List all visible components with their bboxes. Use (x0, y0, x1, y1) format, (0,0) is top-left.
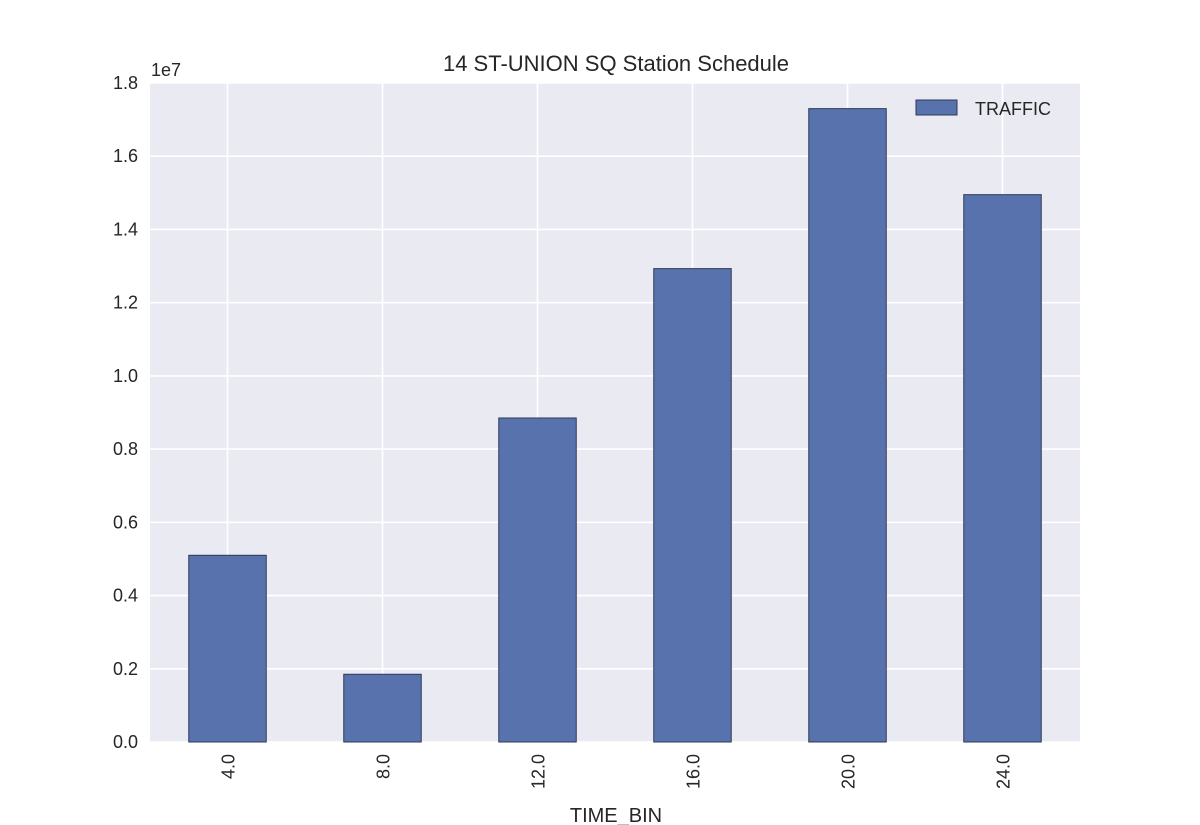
plot-area (150, 83, 1080, 742)
legend: TRAFFIC (915, 99, 1051, 119)
y-tick-label: 0.2 (113, 659, 138, 679)
bar-12.0 (498, 417, 577, 743)
x-axis-label: TIME_BIN (570, 805, 662, 825)
x-tick-label: 20.0 (839, 754, 859, 789)
bar-20.0 (808, 108, 887, 743)
y-tick-label: 1.0 (113, 366, 138, 386)
bar-16.0 (653, 268, 732, 743)
y-tick-label: 1.2 (113, 293, 138, 313)
x-tick-label: 16.0 (684, 754, 704, 789)
y-tick-label: 0.4 (113, 586, 138, 606)
x-tick-label: 4.0 (219, 754, 239, 779)
bars (188, 108, 1042, 743)
bar-8.0 (343, 673, 422, 743)
y-tick-label: 1.8 (113, 73, 138, 93)
y-tick-label: 0.0 (113, 732, 138, 752)
y-tick-label: 1.4 (113, 219, 138, 239)
y-tick-label: 0.8 (113, 439, 138, 459)
chart-title: 14 ST-UNION SQ Station Schedule (443, 51, 789, 76)
bar-24.0 (963, 194, 1042, 743)
y-tick-label: 0.6 (113, 512, 138, 532)
bar-4.0 (188, 554, 267, 743)
legend-swatch-traffic (915, 99, 958, 116)
x-tick-label: 24.0 (994, 754, 1014, 789)
x-tick-label: 8.0 (374, 754, 394, 779)
x-axis-ticks: 4.0 8.0 12.0 16.0 20.0 24.0 (219, 754, 1014, 789)
legend-label-traffic: TRAFFIC (975, 99, 1051, 119)
y-offset-label: 1e7 (151, 60, 181, 80)
y-tick-label: 1.6 (113, 146, 138, 166)
y-axis-ticks: 0.0 0.2 0.4 0.6 0.8 1.0 1.2 1.4 1.6 1.8 (113, 73, 138, 752)
x-tick-label: 12.0 (529, 754, 549, 789)
